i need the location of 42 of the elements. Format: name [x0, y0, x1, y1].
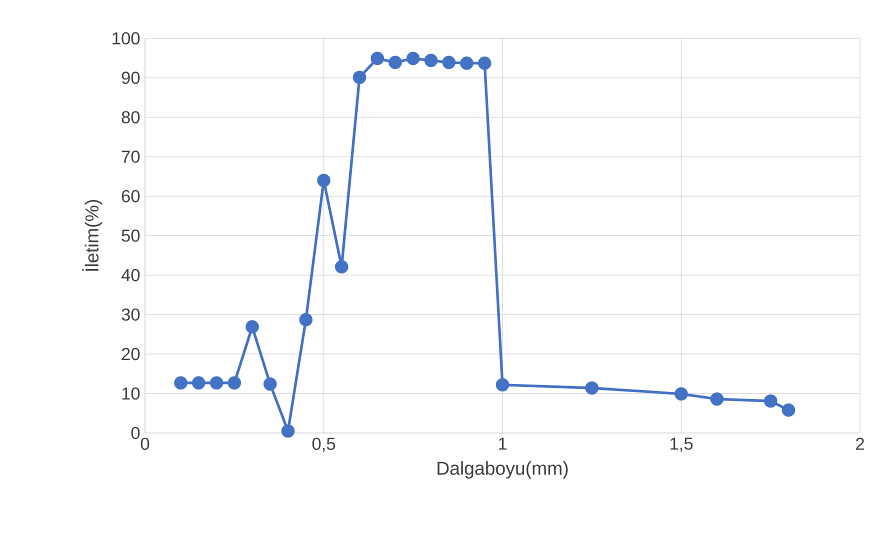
point	[674, 387, 688, 401]
x-tick-label: 0,5	[312, 438, 336, 452]
point	[281, 424, 295, 438]
y-tick-label: 60	[122, 190, 140, 202]
point	[174, 376, 188, 390]
point	[424, 54, 438, 68]
point	[442, 56, 456, 70]
point	[406, 52, 420, 66]
point	[782, 403, 796, 417]
x-tick-label: 1,5	[670, 438, 693, 452]
y-tick-label: 80	[122, 111, 140, 124]
point	[496, 378, 510, 392]
x-tick-label: 0	[140, 438, 150, 450]
point	[263, 377, 277, 391]
y-axis-title: İletim(%)	[82, 200, 102, 271]
y-tick-label: 0	[131, 426, 140, 440]
point	[764, 394, 778, 408]
y-tick-label: 90	[122, 72, 140, 84]
point	[710, 392, 724, 406]
y-tick-label: 100	[112, 32, 140, 44]
point	[210, 376, 224, 390]
point	[460, 56, 474, 70]
x-tick-label: 2	[856, 438, 864, 450]
x-tick-label: 1	[499, 438, 506, 450]
y-tick-label: 50	[122, 230, 140, 242]
point	[334, 260, 348, 274]
point	[299, 313, 313, 326]
y-tick-label: 10	[122, 387, 140, 400]
point	[370, 52, 384, 66]
point	[192, 376, 206, 390]
y-tick-label: 30	[122, 308, 140, 321]
y-tick-label: 40	[121, 268, 140, 282]
x-axis-title: Dalgaboyu(mm)	[438, 461, 568, 479]
point	[317, 174, 330, 188]
y-tick-label: 70	[122, 150, 140, 163]
point	[228, 376, 242, 390]
y-tick-label: 20	[122, 348, 140, 360]
point	[246, 320, 259, 334]
point	[478, 56, 492, 70]
point	[352, 70, 366, 84]
point	[388, 56, 402, 70]
point	[585, 381, 599, 395]
